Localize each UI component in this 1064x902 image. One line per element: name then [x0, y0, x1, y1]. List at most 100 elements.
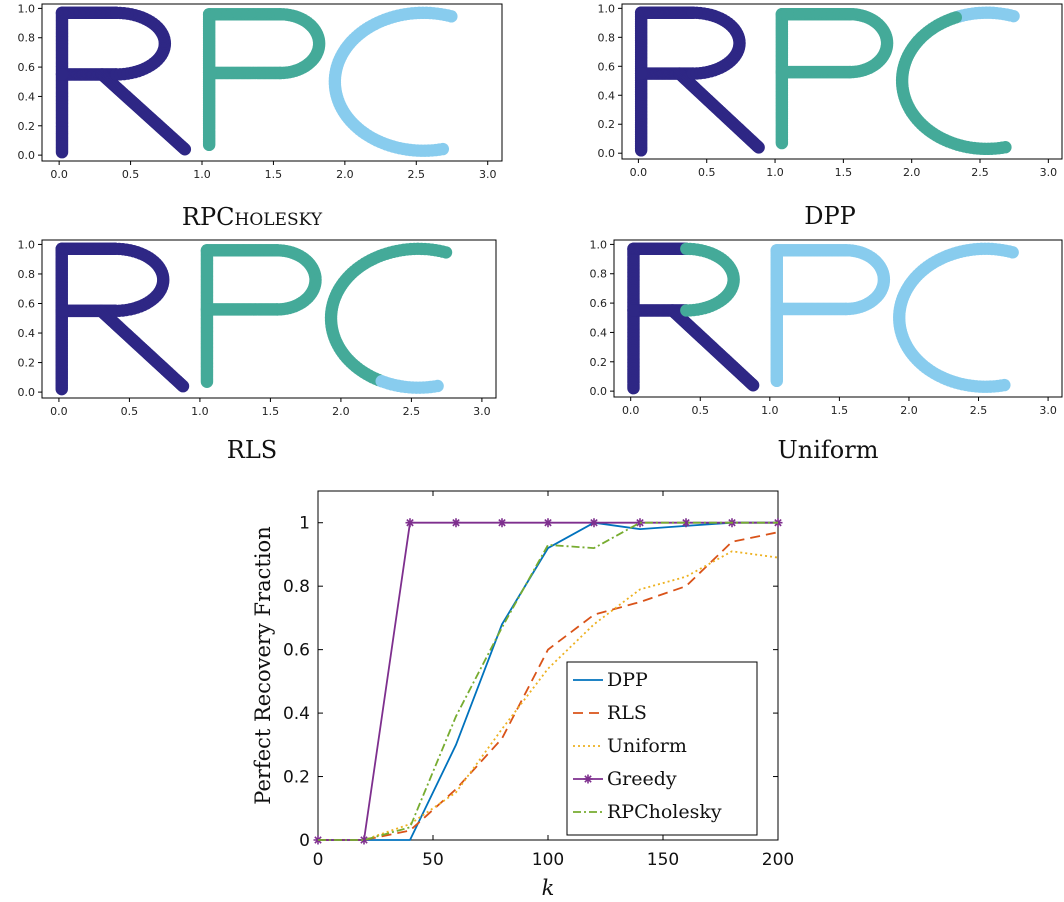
x-tick-label: 1.0 — [766, 166, 784, 179]
x-tick-label: 0 — [313, 850, 324, 870]
x-tick-label: 2.0 — [336, 168, 354, 181]
x-tick-label: 0.5 — [698, 166, 716, 179]
x-tick-label: 0.5 — [122, 168, 140, 181]
y-tick-label: 0.4 — [283, 704, 310, 724]
series-rls — [318, 531, 779, 841]
x-tick-label: 2.5 — [970, 404, 988, 417]
x-tick-label: 2.5 — [971, 166, 989, 179]
scatter-panel-rpcholesky: 0.0 0.5 1.0 1.5 2.0 2.5 3.0 0.0 0.2 0.4 0.6 0.8 1.0 — [18, 2, 503, 181]
legend-label: DPP — [607, 669, 648, 691]
y-tick-label: 1.0 — [590, 238, 608, 251]
point-r — [55, 68, 69, 81]
y-tick-label: 0.8 — [598, 31, 616, 44]
point-r — [752, 141, 765, 154]
point-p — [840, 244, 853, 257]
panel-title-dpp: DPP — [804, 202, 856, 230]
marker-star — [589, 518, 599, 528]
y-tick-label: 1.0 — [18, 238, 36, 251]
y-tick-label: 1 — [299, 514, 310, 534]
panel-title-rls: RLS — [227, 436, 277, 464]
x-axis-label: k — [542, 876, 555, 900]
point-c — [431, 379, 444, 393]
y-tick-label: 0.0 — [598, 147, 616, 160]
scatter-panel-uniform: 0.0 0.5 1.0 1.5 2.0 2.5 3.0 0.0 0.2 0.4 0.6 0.8 1.0 — [590, 238, 1063, 417]
marker-star — [451, 518, 461, 528]
legend: DPP RLS Uniform Greedy RPCholesky — [566, 661, 758, 836]
point-r — [109, 242, 122, 256]
point-r — [686, 6, 700, 19]
y-tick-label: 0.2 — [18, 357, 36, 370]
x-tick-label: 2.0 — [900, 404, 918, 417]
scatter-points — [634, 6, 1020, 157]
y-tick-label: 0.8 — [283, 577, 310, 597]
x-tick-label: 0.0 — [50, 168, 68, 181]
marker-star — [583, 774, 593, 784]
x-tick-label: 1.0 — [193, 168, 211, 181]
x-tick-label: 1.0 — [761, 404, 779, 417]
x-tick-label: 0.5 — [121, 405, 139, 418]
y-tick-label: 0.4 — [18, 327, 36, 340]
x-tick-label: 1.5 — [265, 168, 283, 181]
y-axis-label: Perfect Recovery Fraction — [251, 526, 275, 804]
legend-label: RPCholesky — [607, 801, 722, 823]
series-dpp — [318, 521, 778, 841]
y-tick-label: 0.0 — [18, 149, 36, 162]
x-tick-label: 2.0 — [903, 166, 921, 179]
series-uniform — [318, 550, 779, 841]
x-tick-label: 3.0 — [1040, 166, 1058, 179]
marker-star — [543, 518, 553, 528]
panel-title-rpcholesky: RPCHOLESKY — [182, 203, 323, 231]
y-tick-label: 0.2 — [18, 120, 36, 133]
x-tick-label: 1.5 — [262, 405, 280, 418]
point-r — [176, 379, 190, 393]
x-tick-label: 1.5 — [835, 166, 853, 179]
point-r — [110, 6, 123, 20]
scatter-points — [627, 242, 1019, 395]
marker-star — [359, 835, 369, 845]
y-tick-label: 0.2 — [590, 356, 608, 369]
y-tick-label: 0.6 — [590, 297, 608, 310]
scatter-panel-dpp: 0.0 0.5 1.0 1.5 2.0 2.5 3.0 0.0 0.2 0.4 0.6 0.8 1.0 — [598, 2, 1063, 179]
point-c — [436, 142, 450, 156]
x-tick-label: 0.0 — [630, 166, 648, 179]
y-tick-label: 0.0 — [18, 386, 36, 399]
series-line — [318, 531, 779, 841]
x-tick-label: 150 — [647, 850, 679, 870]
point-p — [274, 8, 287, 21]
y-tick-label: 0.6 — [283, 641, 310, 661]
x-tick-label: 2.5 — [408, 168, 426, 181]
title-part: RPC — [182, 203, 235, 231]
point-p — [775, 65, 789, 79]
x-tick-label: 2.0 — [332, 405, 350, 418]
y-tick-label: 0.6 — [18, 297, 36, 310]
series-line — [318, 550, 779, 841]
marker-star — [405, 518, 415, 528]
scatter-panel-rls: 0.0 0.5 1.0 1.5 2.0 2.5 3.0 0.0 0.2 0.4 0.6 0.8 1.0 — [18, 238, 497, 418]
x-tick-label: 200 — [762, 850, 794, 870]
x-tick-label: 0.5 — [692, 404, 710, 417]
point-p — [271, 244, 284, 257]
y-tick-label: 0 — [299, 831, 310, 851]
x-tick-label: 50 — [422, 850, 444, 870]
y-tick-label: 0.4 — [598, 89, 616, 102]
x-tick-label: 2.5 — [403, 405, 421, 418]
y-tick-label: 0.8 — [18, 32, 36, 45]
x-tick-label: 3.0 — [1039, 404, 1057, 417]
x-tick-label: 1.0 — [191, 405, 209, 418]
x-tick-label: 100 — [532, 850, 564, 870]
point-r — [55, 304, 68, 318]
x-tick-label: 1.5 — [831, 404, 849, 417]
point-p — [770, 302, 783, 316]
point-r — [634, 67, 648, 80]
x-tick-label: 0.0 — [50, 405, 68, 418]
y-tick-label: 0.6 — [18, 61, 36, 74]
y-tick-label: 0.4 — [18, 90, 36, 103]
y-tick-label: 1.0 — [18, 2, 36, 15]
point-r — [627, 304, 640, 317]
point-r — [680, 242, 693, 256]
y-tick-label: 0.2 — [598, 118, 616, 131]
scatter-points — [55, 6, 458, 159]
point-p — [202, 66, 216, 80]
legend-label: RLS — [607, 702, 647, 724]
